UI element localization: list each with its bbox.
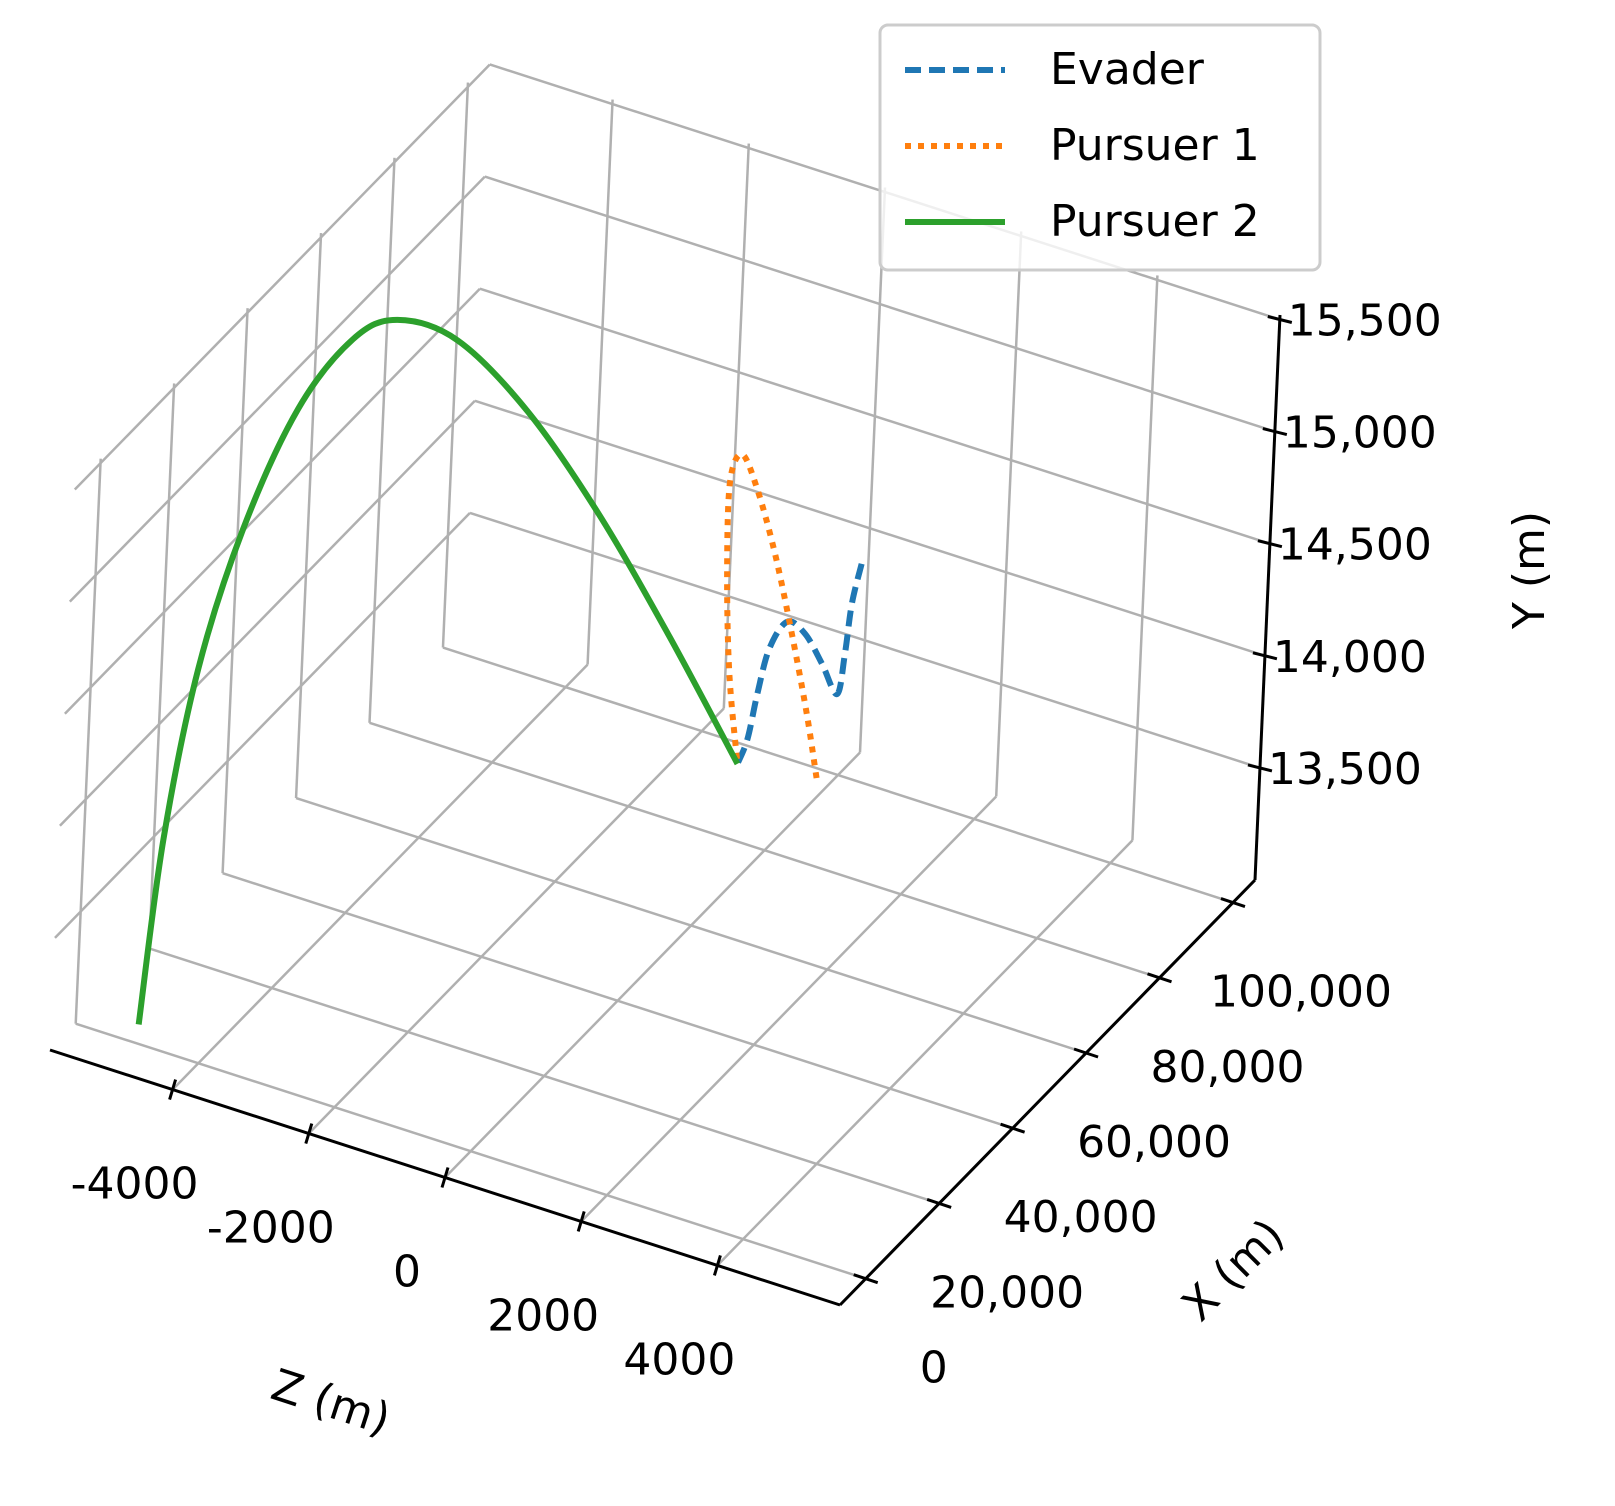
grid-line — [716, 839, 1134, 1267]
axes: -4000-2000 0 2000 4000 0 20,000 40,000 60,000 80… — [49, 295, 1442, 1394]
x-tick — [1073, 1047, 1099, 1059]
grid-line — [484, 175, 1276, 433]
legend-box — [878, 23, 1322, 272]
grid-line — [74, 458, 102, 1024]
grid-line — [441, 82, 470, 648]
z-tick — [304, 1123, 314, 1144]
x-axis-label: X (m) — [1172, 1209, 1294, 1331]
x-tick — [853, 1273, 879, 1285]
grid-line — [147, 383, 176, 949]
z-tick-label: 0 — [393, 1247, 421, 1298]
grid-line — [858, 187, 887, 753]
y-tick-label: 14,000 — [1273, 632, 1427, 683]
z-tick — [576, 1211, 586, 1232]
series-line — [734, 563, 865, 765]
x-tick — [1220, 897, 1246, 908]
grid-line — [586, 99, 614, 665]
x-tick-label: 20,000 — [930, 1267, 1084, 1318]
series-line — [724, 451, 820, 779]
y-axis-label: Y (m) — [1504, 511, 1555, 630]
x-axis — [838, 878, 1257, 1307]
grid-line — [1131, 275, 1159, 841]
y-tick — [1262, 427, 1288, 437]
z-tick-label: -2000 — [207, 1203, 335, 1254]
y-tick-label: 14,500 — [1278, 520, 1432, 571]
y-tick — [1267, 315, 1293, 324]
y-tick — [1257, 539, 1283, 549]
grid-line — [444, 751, 861, 1179]
grid-line — [63, 287, 481, 715]
grid-line — [580, 795, 998, 1223]
y-tick-label: 15,500 — [1288, 295, 1442, 346]
series-line — [135, 316, 741, 1025]
grid-line — [442, 646, 1234, 904]
x-tick-label: 40,000 — [1004, 1192, 1158, 1243]
grid-line — [222, 872, 1013, 1130]
y-tick-label: 15,000 — [1283, 408, 1437, 459]
y-tick — [1252, 651, 1278, 661]
x-tick-label: 0 — [920, 1343, 948, 1394]
grid-line — [73, 63, 491, 491]
grid-line — [221, 308, 249, 874]
grid-line — [54, 512, 471, 939]
y-tick-label: 13,500 — [1268, 744, 1422, 795]
z-tick — [168, 1079, 178, 1100]
x-tick-label: 80,000 — [1151, 1042, 1305, 1093]
legend: Evader Pursuer 1 Pursuer 2 — [878, 23, 1322, 272]
grid-line — [369, 721, 1160, 979]
grid-line — [59, 399, 476, 827]
grid-line — [469, 511, 1261, 770]
grid-line — [307, 707, 725, 1135]
legend-label: Evader — [1050, 44, 1205, 95]
grid-line — [994, 231, 1023, 797]
grid-line — [474, 399, 1266, 657]
z-tick — [712, 1255, 722, 1276]
grid-line — [294, 232, 323, 799]
series — [135, 316, 865, 1025]
z-tick — [440, 1167, 450, 1188]
z-axis-label: Z (m) — [265, 1360, 396, 1446]
z-tick-label: 2000 — [487, 1290, 599, 1341]
z-tick-label: 4000 — [623, 1334, 735, 1385]
x-tick — [1000, 1122, 1026, 1134]
x-tick — [1147, 972, 1172, 984]
legend-label: Pursuer 1 — [1050, 120, 1260, 171]
x-tick — [926, 1198, 952, 1209]
grid-line — [68, 175, 486, 603]
y-axis — [1253, 314, 1282, 881]
grid-line — [171, 663, 589, 1091]
grid — [54, 63, 1281, 1280]
grid-line — [479, 287, 1271, 545]
z-tick-label: -4000 — [71, 1159, 199, 1210]
x-tick-label: 60,000 — [1077, 1117, 1231, 1168]
legend-label: Pursuer 2 — [1050, 196, 1260, 247]
y-tick — [1247, 763, 1273, 773]
x-tick-label: 100,000 — [1210, 967, 1392, 1018]
grid-line — [368, 157, 396, 723]
grid-line — [75, 1022, 867, 1280]
grid-line — [295, 796, 1087, 1055]
grid-line — [148, 947, 940, 1205]
